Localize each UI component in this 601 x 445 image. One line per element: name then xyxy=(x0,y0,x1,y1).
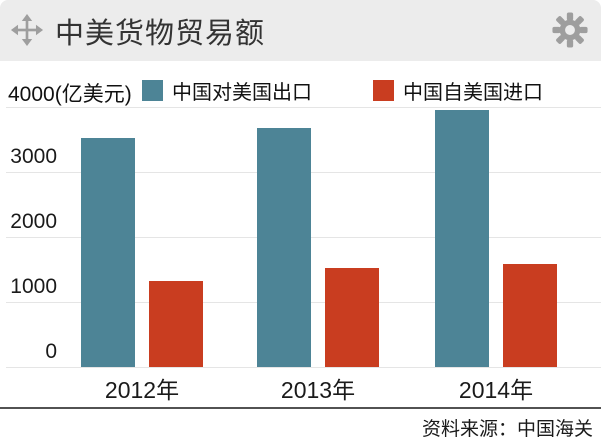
bar-import-2013年 xyxy=(325,268,379,367)
y-tick-label-1000: 1000 xyxy=(10,275,57,298)
legend-label-exports: 中国对美国出口 xyxy=(172,81,312,104)
bar-export-2014年 xyxy=(435,110,489,367)
imports-swatch-icon xyxy=(373,79,394,101)
x-axis-labels: 2012年 2013年 2014年 xyxy=(0,371,601,403)
y-tick-label-2000: 2000 xyxy=(10,210,57,233)
legend-item-imports: 中国自美国进口 xyxy=(373,77,543,104)
y-tick-label-0: 0 xyxy=(45,340,57,363)
gridline-0 xyxy=(6,367,601,368)
x-axis-label-2014年: 2014年 xyxy=(458,377,534,403)
x-axis-label-2012年: 2012年 xyxy=(104,377,180,403)
legend-label-imports: 中国自美国进口 xyxy=(403,81,543,104)
y-tick-label-3000: 3000 xyxy=(10,145,57,168)
y-axis-top-label: 4000(亿美元) xyxy=(8,83,132,106)
bar-import-2012年 xyxy=(149,281,203,367)
widget-header: 中美货物贸易额 xyxy=(0,0,601,61)
footer-divider xyxy=(0,407,601,409)
settings-button[interactable] xyxy=(552,12,588,48)
legend-item-exports: 中国对美国出口 xyxy=(142,77,312,104)
move-handle-icon[interactable] xyxy=(10,13,44,47)
bar-export-2013年 xyxy=(257,128,311,367)
plot-area: 0 1000 2000 3000 xyxy=(0,107,601,368)
gridline-4000 xyxy=(6,107,601,108)
exports-swatch-icon xyxy=(142,79,163,101)
x-axis-label-2013年: 2013年 xyxy=(280,377,356,403)
gear-icon xyxy=(552,12,588,48)
bar-import-2014年 xyxy=(503,264,557,367)
chart-title: 中美货物贸易额 xyxy=(55,17,266,50)
bar-export-2012年 xyxy=(81,138,135,367)
data-source-text: 资料来源：中国海关 xyxy=(421,419,593,440)
legend-row: 4000(亿美元) 中国对美国出口 中国自美国进口 xyxy=(0,77,601,106)
